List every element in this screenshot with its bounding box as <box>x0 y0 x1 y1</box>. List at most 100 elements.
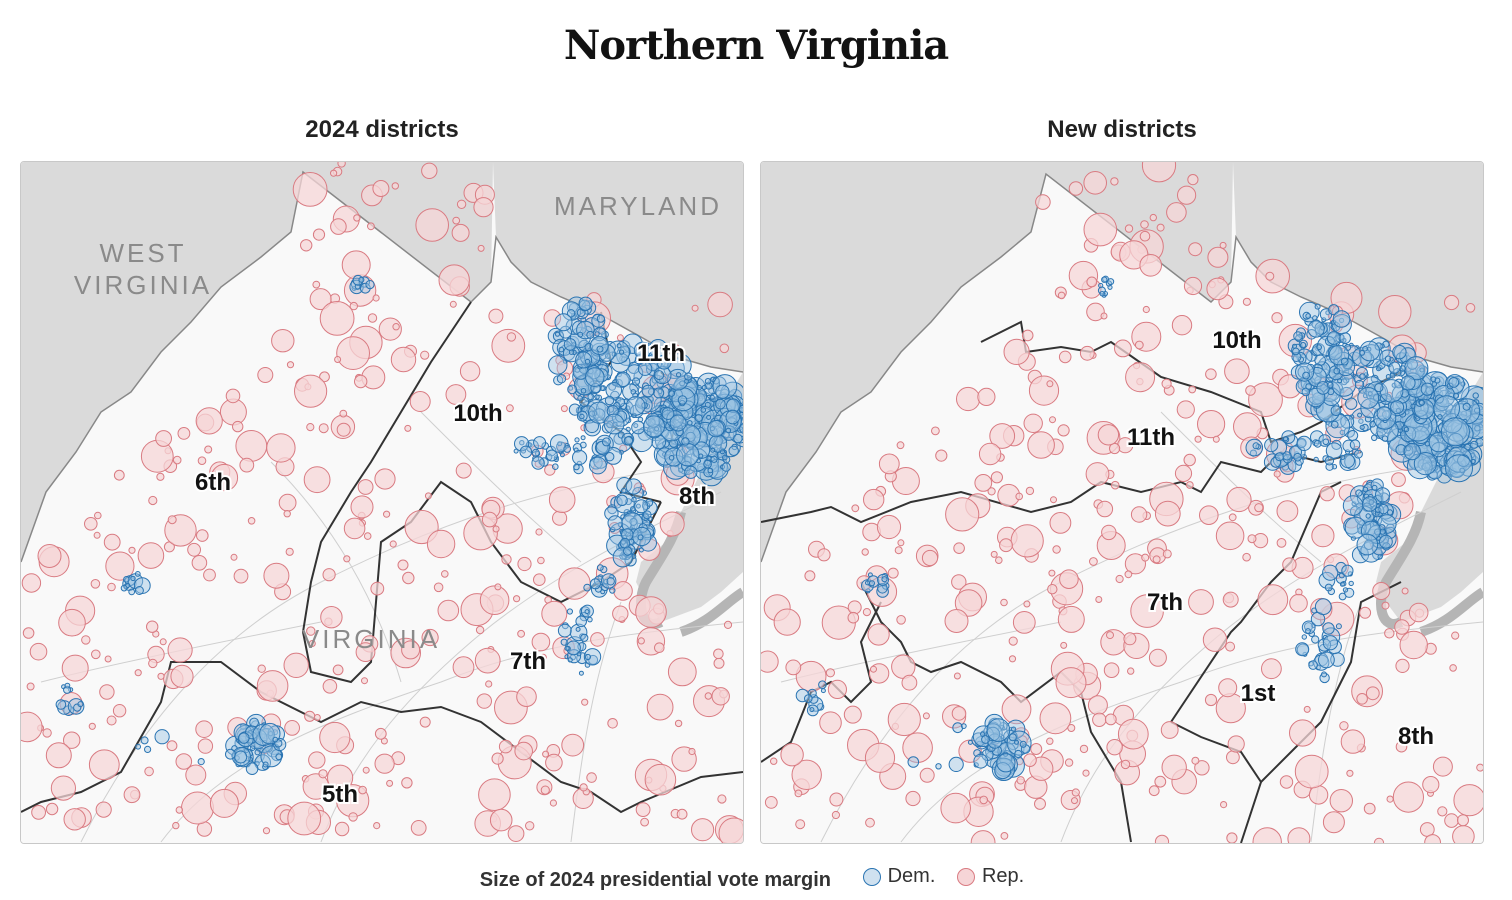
district-label-11th: 11th <box>637 340 685 367</box>
map-2024-districts[interactable]: WEST VIRGINIA MARYLAND VIRGINIA 6th 10th… <box>20 161 744 844</box>
dem-circle <box>1459 467 1466 474</box>
rep-circle <box>560 405 568 413</box>
dem-circle <box>234 750 248 764</box>
rep-circle <box>1282 557 1297 572</box>
rep-circle <box>475 625 485 635</box>
rep-circle <box>421 162 438 179</box>
rep-circle <box>112 704 127 718</box>
rep-circle <box>257 367 274 383</box>
rep-circle <box>1117 718 1149 750</box>
rep-circle <box>336 422 351 437</box>
rep-circle <box>525 821 535 831</box>
rep-circle <box>389 540 397 548</box>
rep-circle <box>773 608 801 636</box>
dem-circle <box>268 731 274 737</box>
dem-circle <box>1332 310 1351 328</box>
rep-circle <box>1311 524 1335 548</box>
dem-circle <box>1377 554 1383 560</box>
rep-circle <box>541 600 568 627</box>
dem-circle <box>120 584 128 592</box>
rep-circle <box>1055 667 1087 699</box>
rep-circle <box>935 449 948 462</box>
rep-circle <box>891 467 920 495</box>
rep-circle <box>1215 521 1245 551</box>
rep-circle <box>1219 241 1227 249</box>
dem-circle <box>1375 487 1391 503</box>
rep-circle <box>864 742 896 773</box>
dem-circle <box>679 380 685 387</box>
dem-circle <box>629 517 638 526</box>
dem-circle <box>708 434 728 453</box>
dem-circle <box>1359 350 1365 356</box>
dem-circle <box>1252 442 1260 450</box>
rep-circle <box>780 743 804 767</box>
rep-circle <box>1161 754 1187 780</box>
rep-circle <box>867 623 890 646</box>
dem-circle <box>557 441 563 447</box>
dem-circle <box>580 633 589 642</box>
rep-circle <box>203 568 216 582</box>
dem-circle <box>1388 361 1401 374</box>
dem-circle <box>700 407 707 413</box>
rep-circle <box>354 374 368 389</box>
rep-circle <box>1057 605 1085 633</box>
dem-circle <box>1392 344 1407 360</box>
rep-circle <box>256 670 289 702</box>
rep-circle <box>22 627 35 639</box>
dem-circle <box>728 445 739 456</box>
dem-circle <box>712 377 720 385</box>
rep-circle <box>1287 827 1311 843</box>
dem-circle <box>140 736 149 745</box>
rep-circle <box>94 511 102 520</box>
rep-circle <box>1242 297 1251 306</box>
maryland-area <box>493 162 743 372</box>
rep-circle <box>659 511 685 537</box>
rep-circle <box>353 214 361 222</box>
rep-circle <box>531 632 551 652</box>
dem-circle <box>622 333 643 354</box>
dem-circle <box>637 361 653 376</box>
rep-circle <box>1001 694 1032 725</box>
rep-circle <box>1322 811 1345 834</box>
rep-circle <box>166 740 178 752</box>
dem-circle <box>1368 499 1374 505</box>
dem-circle <box>1322 438 1330 446</box>
dem-circle <box>575 615 588 628</box>
dem-circle <box>726 398 741 413</box>
dem-circle <box>1440 417 1470 447</box>
dem-circle <box>1371 434 1378 441</box>
dem-circle <box>566 608 574 615</box>
rep-circle <box>688 747 696 756</box>
rep-circle <box>1319 486 1335 502</box>
dem-circle <box>1452 392 1460 399</box>
rep-circle <box>1023 600 1031 608</box>
rep-circle <box>1394 619 1410 635</box>
rep-circle <box>134 669 142 677</box>
rep-circle <box>1016 776 1025 785</box>
rep-circle <box>674 719 683 728</box>
dem-circle <box>1339 317 1345 323</box>
rep-circle <box>485 680 493 688</box>
rep-circle <box>167 637 193 663</box>
dem-circle <box>1403 412 1433 442</box>
rep-circle <box>1025 486 1035 496</box>
dem-circle <box>587 393 595 401</box>
map-new-districts[interactable]: 10th 11th 7th 1st 8th <box>760 161 1484 844</box>
rep-circle <box>209 788 239 818</box>
rep-circle <box>804 570 816 582</box>
rep-circle <box>887 702 921 737</box>
rep-circle <box>170 664 194 689</box>
dem-circle <box>1419 367 1425 373</box>
dem-circle <box>249 745 256 752</box>
rep-circle <box>1114 339 1132 358</box>
rep-circle <box>1392 781 1425 813</box>
dem-circle <box>634 396 653 415</box>
dem-circle <box>586 330 595 339</box>
rep-circle <box>944 609 969 633</box>
rep-circle <box>517 629 526 638</box>
rep-circle <box>1289 719 1317 747</box>
dem-circle <box>709 394 715 400</box>
dem-circle <box>1357 387 1380 409</box>
dem-circle <box>567 384 577 395</box>
dem-circle <box>1403 426 1410 433</box>
